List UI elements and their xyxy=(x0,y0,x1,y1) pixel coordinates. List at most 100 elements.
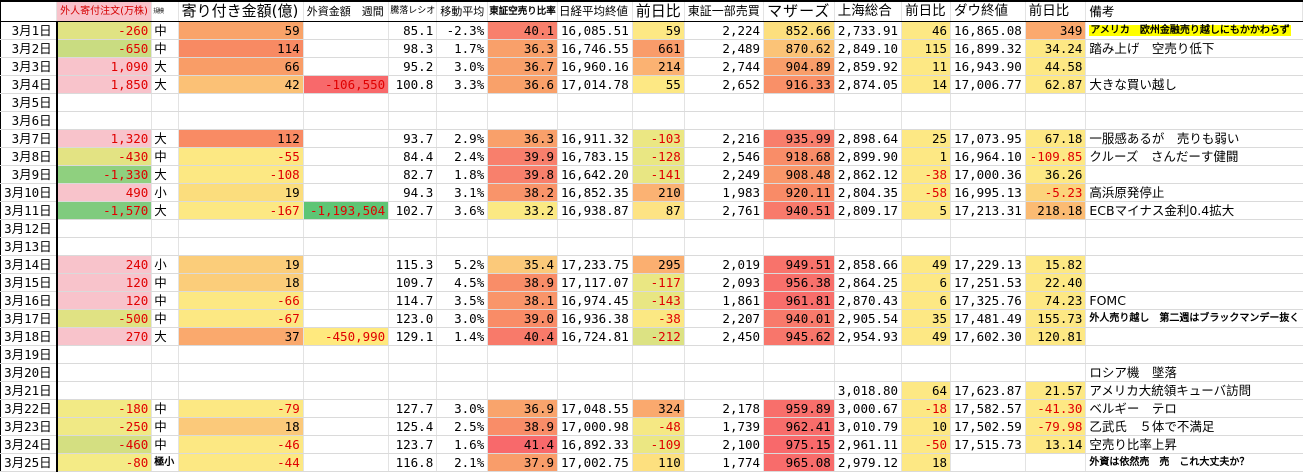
cell-short[interactable]: 36.6 xyxy=(487,75,558,94)
cell-mothers[interactable]: 961.81 xyxy=(763,291,835,310)
cell-tse[interactable] xyxy=(684,381,765,400)
cell-dowchg[interactable]: 36.26 xyxy=(1025,165,1087,184)
cell-nchg[interactable]: 214 xyxy=(632,57,685,76)
cell-fcap[interactable] xyxy=(303,147,390,166)
cell-short[interactable] xyxy=(487,381,558,400)
cell-dow[interactable]: 16,964.10 xyxy=(950,147,1026,166)
cell-nikkei[interactable] xyxy=(557,219,633,238)
cell-date[interactable]: 3月4日 xyxy=(0,75,58,94)
cell-mothers[interactable]: 940.01 xyxy=(763,309,835,328)
cell-sh[interactable]: 2,870.43 xyxy=(834,291,903,310)
column-header-size[interactable]: 規模 xyxy=(151,0,179,22)
cell-orders[interactable] xyxy=(56,363,153,382)
cell-remark[interactable]: 大きな買い越し xyxy=(1085,75,1303,94)
cell-fcap[interactable]: -1,193,504 xyxy=(303,201,390,220)
cell-remark[interactable] xyxy=(1085,327,1303,346)
cell-nikkei[interactable]: 16,938.87 xyxy=(557,201,633,220)
cell-sh[interactable]: 2,858.66 xyxy=(834,255,903,274)
cell-remark[interactable]: アメリカ大統領キューバ訪問 xyxy=(1085,381,1303,400)
cell-mavg[interactable]: 3.5% xyxy=(436,291,489,310)
cell-tse[interactable] xyxy=(684,345,765,364)
cell-sh[interactable]: 2,864.25 xyxy=(834,273,903,292)
cell-mavg[interactable]: 1.7% xyxy=(436,39,489,58)
cell-date[interactable]: 3月8日 xyxy=(0,147,58,166)
cell-fcap[interactable] xyxy=(303,165,390,184)
column-header-remark[interactable]: 備考 xyxy=(1085,0,1303,22)
cell-sh[interactable]: 2,859.92 xyxy=(834,57,903,76)
cell-dow[interactable]: 17,229.13 xyxy=(950,255,1026,274)
column-header-sh[interactable]: 上海総合 xyxy=(834,0,903,22)
cell-size[interactable]: 大 xyxy=(151,57,179,76)
cell-short[interactable]: 36.3 xyxy=(487,39,558,58)
cell-size[interactable]: 中 xyxy=(151,435,179,454)
cell-tse[interactable] xyxy=(684,237,765,256)
cell-remark[interactable]: 高浜原発停止 xyxy=(1085,183,1303,202)
cell-nikkei[interactable]: 16,724.81 xyxy=(557,327,633,346)
cell-open[interactable]: 112 xyxy=(178,129,304,148)
cell-short[interactable]: 39.9 xyxy=(487,147,558,166)
cell-orders[interactable]: -500 xyxy=(56,309,153,328)
cell-fcap[interactable] xyxy=(303,93,390,112)
cell-nchg[interactable] xyxy=(632,93,685,112)
cell-dowchg[interactable] xyxy=(1025,219,1087,238)
cell-dow[interactable] xyxy=(950,111,1026,130)
cell-shchg[interactable]: 5 xyxy=(901,201,952,220)
cell-nikkei[interactable]: 16,783.15 xyxy=(557,147,633,166)
cell-sh[interactable]: 2,874.05 xyxy=(834,75,903,94)
cell-open[interactable]: -44 xyxy=(178,453,304,472)
cell-nchg[interactable] xyxy=(632,237,685,256)
cell-remark[interactable] xyxy=(1085,57,1303,76)
cell-mavg[interactable]: 5.2% xyxy=(436,255,489,274)
cell-dow[interactable]: 17,213.31 xyxy=(950,201,1026,220)
cell-nchg[interactable]: 87 xyxy=(632,201,685,220)
cell-nchg[interactable]: 110 xyxy=(632,453,685,472)
cell-tse[interactable]: 2,489 xyxy=(684,39,765,58)
cell-dow[interactable] xyxy=(950,237,1026,256)
cell-orders[interactable]: 120 xyxy=(56,273,153,292)
cell-size[interactable]: 中 xyxy=(151,399,179,418)
cell-short[interactable]: 35.4 xyxy=(487,255,558,274)
column-header-date[interactable] xyxy=(0,0,58,22)
cell-mavg[interactable]: 3.3% xyxy=(436,75,489,94)
cell-nchg[interactable] xyxy=(632,219,685,238)
cell-ratio[interactable]: 115.3 xyxy=(388,255,438,274)
cell-open[interactable]: -66 xyxy=(178,291,304,310)
cell-short[interactable] xyxy=(487,345,558,364)
cell-orders[interactable]: -250 xyxy=(56,417,153,436)
cell-open[interactable] xyxy=(178,381,304,400)
cell-mothers[interactable] xyxy=(763,111,835,130)
cell-size[interactable]: 中 xyxy=(151,39,179,58)
cell-open[interactable]: -108 xyxy=(178,165,304,184)
cell-fcap[interactable] xyxy=(303,255,390,274)
cell-remark[interactable]: 空売り比率上昇 xyxy=(1085,435,1303,454)
cell-date[interactable]: 3月25日 xyxy=(0,453,58,472)
cell-nikkei[interactable] xyxy=(557,345,633,364)
cell-open[interactable] xyxy=(178,111,304,130)
cell-date[interactable]: 3月13日 xyxy=(0,237,58,256)
cell-orders[interactable] xyxy=(56,93,153,112)
cell-size[interactable] xyxy=(151,111,179,130)
cell-size[interactable]: 中 xyxy=(151,417,179,436)
cell-dowchg[interactable]: 155.73 xyxy=(1025,309,1087,328)
cell-mavg[interactable]: 3.6% xyxy=(436,201,489,220)
column-header-nikkei[interactable]: 日経平均終値 xyxy=(557,0,633,22)
cell-orders[interactable]: 490 xyxy=(56,183,153,202)
cell-mothers[interactable]: 945.62 xyxy=(763,327,835,346)
cell-dowchg[interactable]: -109.85 xyxy=(1025,147,1087,166)
cell-nikkei[interactable] xyxy=(557,111,633,130)
cell-size[interactable] xyxy=(151,363,179,382)
cell-mavg[interactable]: 1.8% xyxy=(436,165,489,184)
cell-shchg[interactable]: 10 xyxy=(901,417,952,436)
cell-sh[interactable]: 3,010.79 xyxy=(834,417,903,436)
cell-mavg[interactable]: 2.1% xyxy=(436,453,489,472)
cell-sh[interactable]: 2,954.93 xyxy=(834,327,903,346)
cell-mavg[interactable]: -2.3% xyxy=(436,21,489,40)
cell-mothers[interactable]: 916.33 xyxy=(763,75,835,94)
cell-mothers[interactable]: 975.15 xyxy=(763,435,835,454)
column-header-dow[interactable]: ダウ終値 xyxy=(950,0,1026,22)
cell-nikkei[interactable]: 17,014.78 xyxy=(557,75,633,94)
cell-tse[interactable] xyxy=(684,219,765,238)
cell-ratio[interactable] xyxy=(388,381,438,400)
cell-dow[interactable] xyxy=(950,219,1026,238)
cell-nchg[interactable]: -109 xyxy=(632,435,685,454)
